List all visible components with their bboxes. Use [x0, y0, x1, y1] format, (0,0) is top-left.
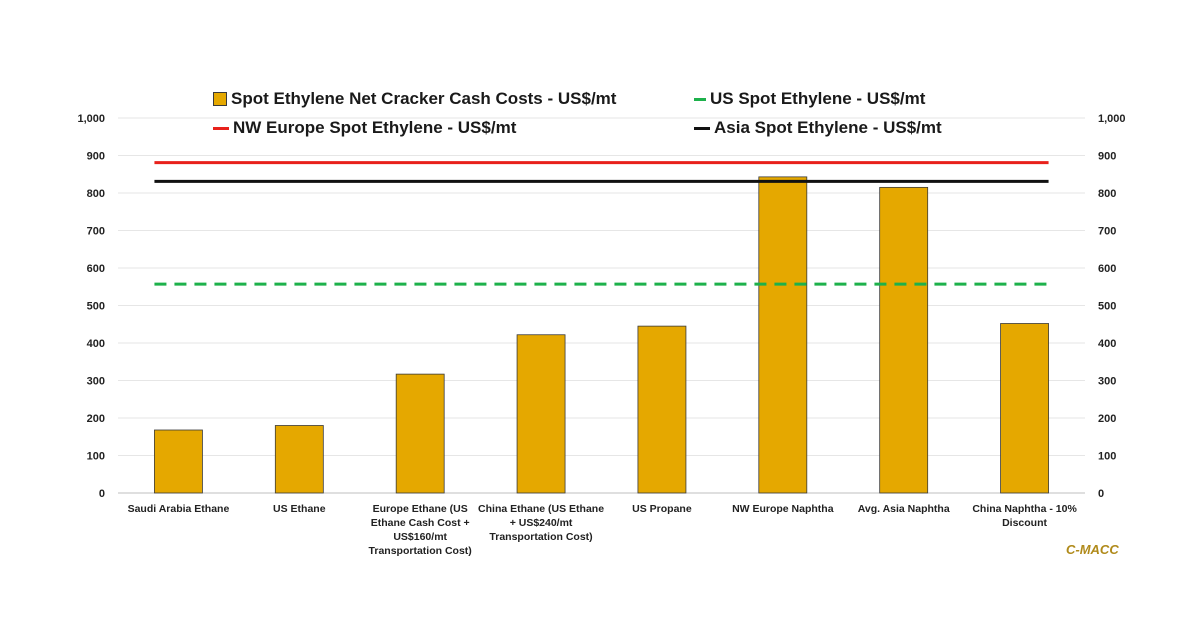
legend-swatch-bar [213, 92, 227, 106]
x-tick-label: NW Europe Naphtha [732, 503, 834, 515]
y-tick-label-right: 300 [1098, 376, 1116, 388]
y-tick-label-right: 200 [1098, 413, 1116, 425]
legend-label-us-spot: US Spot Ethylene - US$/mt [710, 89, 926, 108]
bar [395, 373, 445, 494]
y-tick-label-right: 700 [1098, 226, 1116, 238]
y-tick-label-left: 1,000 [77, 113, 105, 125]
y-tick-label-right: 0 [1098, 488, 1104, 500]
legend-label-nw-europe-spot: NW Europe Spot Ethylene - US$/mt [233, 118, 517, 137]
y-tick-label-right: 400 [1098, 338, 1116, 350]
legend-item-cash-costs: Spot Ethylene Net Cracker Cash Costs - U… [213, 89, 616, 109]
bar [758, 176, 808, 494]
legend-item-nw-europe-spot: NW Europe Spot Ethylene - US$/mt [213, 118, 516, 138]
y-tick-label-left: 700 [87, 226, 105, 238]
bar [516, 334, 566, 494]
y-tick-label-left: 0 [99, 488, 105, 500]
legend-item-us-spot: US Spot Ethylene - US$/mt [694, 89, 925, 109]
bar [274, 425, 324, 494]
y-tick-label-left: 200 [87, 413, 105, 425]
y-tick-label-right: 1,000 [1098, 113, 1126, 125]
legend-swatch-red [213, 126, 229, 130]
watermark: C-MACC [1066, 542, 1119, 557]
bar [1000, 323, 1049, 494]
x-tick-label: Saudi Arabia Ethane [128, 503, 230, 515]
x-tick-label: Avg. Asia Naphtha [858, 503, 950, 515]
legend-label-cash-costs: Spot Ethylene Net Cracker Cash Costs - U… [231, 89, 617, 108]
y-tick-label-left: 900 [87, 151, 105, 163]
x-tick-label: US Ethane [273, 503, 326, 515]
y-tick-label-left: 300 [87, 376, 105, 388]
y-tick-label-left: 800 [87, 188, 105, 200]
legend-swatch-dashed-green [694, 97, 706, 101]
y-tick-label-left: 400 [87, 338, 105, 350]
x-tick-label: China Ethane (US Ethane + US$240/mt Transp… [478, 503, 604, 543]
y-tick-label-right: 600 [1098, 263, 1116, 275]
legend-item-asia-spot: Asia Spot Ethylene - US$/mt [694, 118, 942, 138]
bar [879, 186, 929, 494]
y-tick-label-right: 900 [1098, 151, 1116, 163]
x-tick-label: US Propane [632, 503, 692, 515]
x-tick-label: Europe Ethane (US Ethane Cash Cost + US$16… [369, 503, 472, 557]
y-tick-label-right: 800 [1098, 188, 1116, 200]
bar [637, 325, 687, 494]
y-tick-label-right: 100 [1098, 451, 1116, 463]
y-tick-label-left: 100 [87, 451, 105, 463]
y-tick-label-left: 600 [87, 263, 105, 275]
legend-label-asia-spot: Asia Spot Ethylene - US$/mt [714, 118, 942, 137]
y-tick-label-left: 500 [87, 301, 105, 313]
bar [154, 429, 203, 494]
legend-swatch-black [694, 126, 710, 130]
x-tick-label: China Naphtha - 10% Discount [972, 503, 1077, 529]
y-tick-label-right: 500 [1098, 301, 1116, 313]
